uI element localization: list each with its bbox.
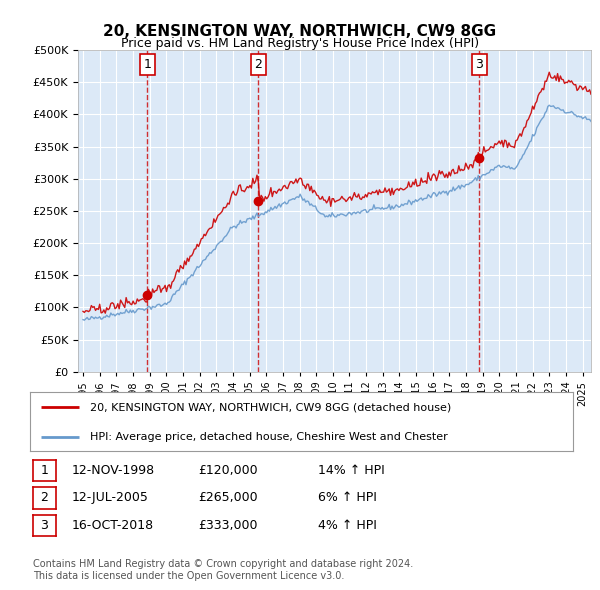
Text: £265,000: £265,000 [198,491,257,504]
Text: 2: 2 [40,491,49,504]
Text: £333,000: £333,000 [198,519,257,532]
Text: 3: 3 [475,58,483,71]
Text: Price paid vs. HM Land Registry's House Price Index (HPI): Price paid vs. HM Land Registry's House … [121,37,479,50]
Text: HPI: Average price, detached house, Cheshire West and Chester: HPI: Average price, detached house, Ches… [90,432,448,441]
Text: 1: 1 [40,464,49,477]
Text: 3: 3 [40,519,49,532]
Text: 2: 2 [254,58,262,71]
Text: £120,000: £120,000 [198,464,257,477]
Text: 14% ↑ HPI: 14% ↑ HPI [318,464,385,477]
Text: 1: 1 [143,58,151,71]
Text: 6% ↑ HPI: 6% ↑ HPI [318,491,377,504]
Text: Contains HM Land Registry data © Crown copyright and database right 2024.
This d: Contains HM Land Registry data © Crown c… [33,559,413,581]
Text: 20, KENSINGTON WAY, NORTHWICH, CW9 8GG: 20, KENSINGTON WAY, NORTHWICH, CW9 8GG [103,24,497,38]
Text: 20, KENSINGTON WAY, NORTHWICH, CW9 8GG (detached house): 20, KENSINGTON WAY, NORTHWICH, CW9 8GG (… [90,402,451,412]
Text: 4% ↑ HPI: 4% ↑ HPI [318,519,377,532]
Text: 16-OCT-2018: 16-OCT-2018 [72,519,154,532]
Text: 12-NOV-1998: 12-NOV-1998 [72,464,155,477]
Text: 12-JUL-2005: 12-JUL-2005 [72,491,149,504]
